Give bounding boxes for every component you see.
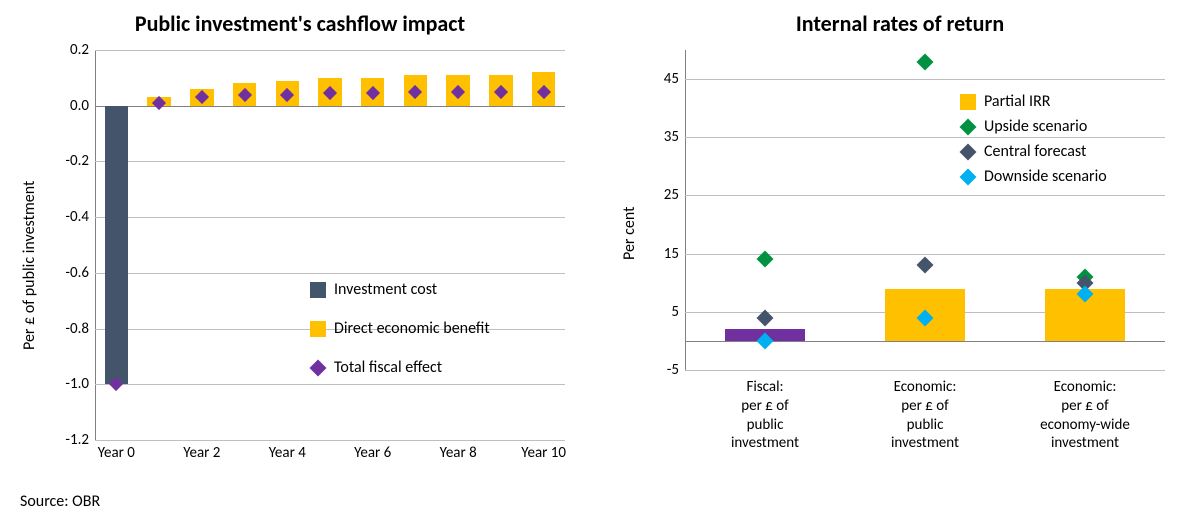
chart-title: Public investment's cashflow impact [20, 10, 580, 37]
legend-diamond [960, 143, 977, 160]
legend-item: Direct economic benefit [310, 319, 490, 338]
y-tick-label: -0.4 [47, 208, 89, 226]
legend-item: Total fiscal effect [310, 358, 490, 377]
legend: Investment cost Direct economic benefit … [310, 280, 490, 383]
legend-item: Partial IRR [960, 92, 1107, 111]
y-axis-label: Per £ of public investment [20, 181, 39, 350]
axis-line [685, 50, 686, 370]
source-text: Source: OBR [20, 492, 100, 511]
legend-label: Partial IRR [984, 92, 1050, 111]
legend-label: Direct economic benefit [334, 319, 490, 338]
legend-label: Investment cost [334, 280, 437, 299]
bar-investment-cost [105, 106, 129, 385]
x-tick-label: Year 10 [514, 444, 574, 462]
legend-label: Central forecast [984, 142, 1086, 161]
marker-central [917, 257, 934, 274]
legend-item: Investment cost [310, 280, 490, 299]
axis-line [95, 50, 96, 440]
y-tick-label: -1.0 [47, 375, 89, 393]
legend-swatch [960, 94, 976, 110]
y-tick-label: 5 [645, 303, 679, 321]
legend-label: Downside scenario [984, 167, 1107, 186]
x-category-label: Economic:per £ ofpublicinvestment [845, 378, 1005, 453]
y-tick-label: -0.8 [47, 320, 89, 338]
x-tick-label: Year 4 [257, 444, 317, 462]
legend-item: Upside scenario [960, 117, 1107, 136]
legend-diamond [310, 359, 327, 376]
axis-line [95, 106, 565, 107]
gridline [685, 79, 1165, 80]
x-category-label: Economic:per £ ofeconomy-wideinvestment [1005, 378, 1165, 453]
x-tick-label: Year 2 [172, 444, 232, 462]
y-tick-label: 0.2 [47, 41, 89, 59]
page: Public investment's cashflow impact Per … [0, 0, 1200, 519]
y-axis-label: Per cent [620, 207, 639, 260]
legend-item: Downside scenario [960, 167, 1107, 186]
gridline [685, 370, 1165, 371]
y-tick-label: -0.2 [47, 152, 89, 170]
x-tick-label: Year 0 [86, 444, 146, 462]
legend-swatch [310, 282, 326, 298]
chart-title: Internal rates of return [620, 10, 1180, 37]
legend-diamond [960, 168, 977, 185]
y-tick-label: 0.0 [47, 97, 89, 115]
chart-irr: Internal rates of return Per cent Partia… [620, 10, 1180, 470]
gridline [685, 195, 1165, 196]
y-tick-label: 35 [645, 128, 679, 146]
legend-item: Central forecast [960, 142, 1107, 161]
y-tick-label: 15 [645, 245, 679, 263]
legend-diamond [960, 118, 977, 135]
gridline [95, 161, 565, 162]
legend-label: Total fiscal effect [334, 358, 442, 377]
y-tick-label: -1.2 [47, 431, 89, 449]
legend-label: Upside scenario [984, 117, 1087, 136]
x-tick-label: Year 8 [428, 444, 488, 462]
marker-upside [917, 53, 934, 70]
legend: Partial IRR Upside scenario Central fore… [960, 92, 1107, 192]
legend-swatch [310, 321, 326, 337]
x-category-label: Fiscal:per £ ofpublicinvestment [685, 378, 845, 453]
y-tick-label: -0.6 [47, 264, 89, 282]
gridline [95, 50, 565, 51]
gridline [685, 254, 1165, 255]
y-tick-label: -5 [645, 361, 679, 379]
gridline [95, 384, 565, 385]
gridline [95, 217, 565, 218]
x-tick-label: Year 6 [343, 444, 403, 462]
gridline [95, 273, 565, 274]
y-tick-label: 45 [645, 70, 679, 88]
chart-cashflow: Public investment's cashflow impact Per … [20, 10, 580, 470]
y-tick-label: 25 [645, 186, 679, 204]
gridline [95, 440, 565, 441]
